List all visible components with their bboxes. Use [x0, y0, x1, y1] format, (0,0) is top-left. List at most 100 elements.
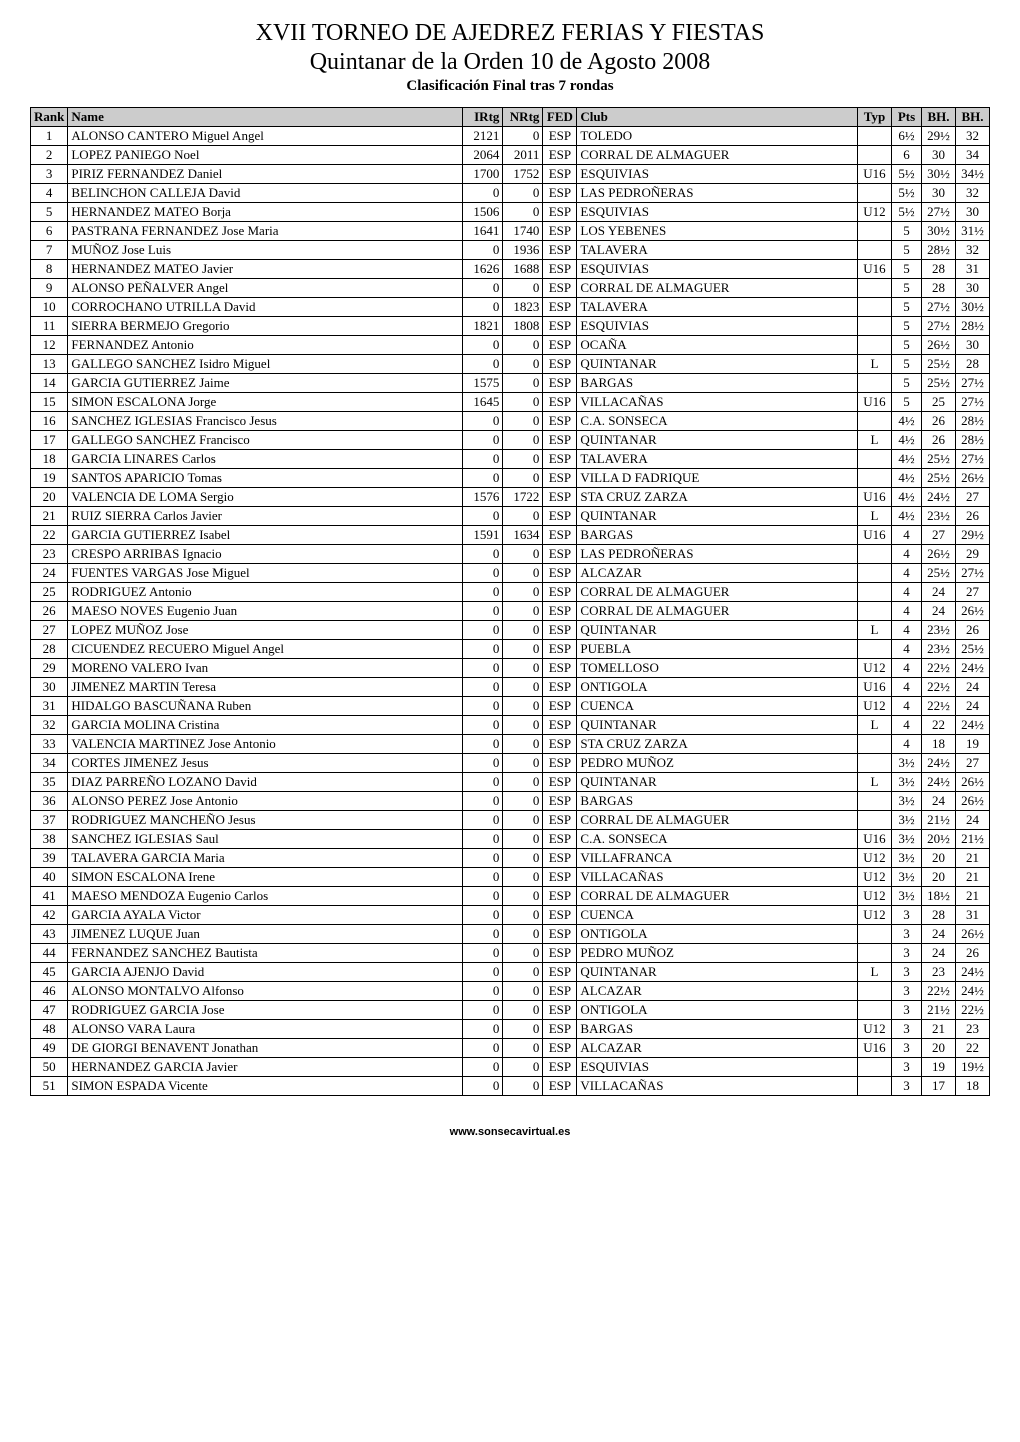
cell-club: TALAVERA — [577, 298, 858, 317]
cell-typ: U16 — [858, 526, 892, 545]
cell-bh2: 27½ — [956, 393, 990, 412]
cell-fed: ESP — [543, 184, 577, 203]
cell-pts: 3½ — [892, 792, 922, 811]
cell-name: DIAZ PARREÑO LOZANO David — [68, 773, 463, 792]
cell-club: ESQUIVIAS — [577, 260, 858, 279]
cell-bh2: 26½ — [956, 773, 990, 792]
cell-name: GARCIA GUTIERREZ Isabel — [68, 526, 463, 545]
cell-bh2: 22 — [956, 1039, 990, 1058]
cell-irtg: 1576 — [463, 488, 503, 507]
cell-irtg: 0 — [463, 982, 503, 1001]
cell-fed: ESP — [543, 241, 577, 260]
table-row: 43JIMENEZ LUQUE Juan00ESPONTIGOLA32426½ — [31, 925, 990, 944]
cell-bh1: 21½ — [922, 1001, 956, 1020]
cell-irtg: 1575 — [463, 374, 503, 393]
cell-irtg: 0 — [463, 1001, 503, 1020]
cell-typ: U16 — [858, 678, 892, 697]
cell-bh1: 24 — [922, 944, 956, 963]
cell-rank: 13 — [31, 355, 68, 374]
table-row: 6PASTRANA FERNANDEZ Jose Maria16411740ES… — [31, 222, 990, 241]
cell-bh1: 30 — [922, 184, 956, 203]
cell-rank: 35 — [31, 773, 68, 792]
cell-rank: 21 — [31, 507, 68, 526]
cell-club: ONTIGOLA — [577, 1001, 858, 1020]
cell-fed: ESP — [543, 545, 577, 564]
cell-irtg: 0 — [463, 412, 503, 431]
cell-bh1: 19 — [922, 1058, 956, 1077]
cell-club: PUEBLA — [577, 640, 858, 659]
cell-rank: 51 — [31, 1077, 68, 1096]
cell-irtg: 1591 — [463, 526, 503, 545]
cell-club: BARGAS — [577, 792, 858, 811]
table-row: 48ALONSO VARA Laura00ESPBARGASU1232123 — [31, 1020, 990, 1039]
cell-name: MAESO MENDOZA Eugenio Carlos — [68, 887, 463, 906]
cell-bh1: 22½ — [922, 659, 956, 678]
cell-irtg: 0 — [463, 830, 503, 849]
cell-typ: U16 — [858, 488, 892, 507]
cell-name: LOPEZ PANIEGO Noel — [68, 146, 463, 165]
cell-name: SIMON ESCALONA Irene — [68, 868, 463, 887]
cell-pts: 4½ — [892, 507, 922, 526]
cell-rank: 28 — [31, 640, 68, 659]
cell-pts: 3 — [892, 1020, 922, 1039]
cell-club: STA CRUZ ZARZA — [577, 735, 858, 754]
cell-club: CORRAL DE ALMAGUER — [577, 811, 858, 830]
cell-rank: 8 — [31, 260, 68, 279]
cell-pts: 3½ — [892, 811, 922, 830]
cell-club: BARGAS — [577, 526, 858, 545]
cell-pts: 5½ — [892, 165, 922, 184]
cell-typ: U16 — [858, 393, 892, 412]
cell-bh2: 27½ — [956, 374, 990, 393]
cell-club: ESQUIVIAS — [577, 317, 858, 336]
cell-rank: 17 — [31, 431, 68, 450]
cell-nrtg: 1823 — [503, 298, 543, 317]
cell-typ — [858, 298, 892, 317]
cell-name: ALONSO PEREZ Jose Antonio — [68, 792, 463, 811]
cell-typ — [858, 279, 892, 298]
cell-bh1: 27½ — [922, 203, 956, 222]
cell-club: ALCAZAR — [577, 564, 858, 583]
cell-bh1: 25½ — [922, 469, 956, 488]
cell-irtg: 0 — [463, 507, 503, 526]
cell-rank: 20 — [31, 488, 68, 507]
cell-nrtg: 0 — [503, 621, 543, 640]
cell-rank: 24 — [31, 564, 68, 583]
col-irtg-header: IRtg — [463, 108, 503, 127]
cell-bh1: 27 — [922, 526, 956, 545]
cell-nrtg: 0 — [503, 1058, 543, 1077]
cell-bh1: 26½ — [922, 336, 956, 355]
cell-name: TALAVERA GARCIA Maria — [68, 849, 463, 868]
cell-bh2: 21 — [956, 887, 990, 906]
cell-name: FERNANDEZ Antonio — [68, 336, 463, 355]
cell-name: JIMENEZ LUQUE Juan — [68, 925, 463, 944]
cell-name: MUÑOZ Jose Luis — [68, 241, 463, 260]
cell-typ: L — [858, 963, 892, 982]
cell-bh2: 24 — [956, 811, 990, 830]
cell-typ — [858, 602, 892, 621]
cell-club: LAS PEDROÑERAS — [577, 184, 858, 203]
cell-pts: 5 — [892, 260, 922, 279]
cell-nrtg: 0 — [503, 849, 543, 868]
cell-rank: 22 — [31, 526, 68, 545]
cell-club: QUINTANAR — [577, 621, 858, 640]
cell-typ — [858, 336, 892, 355]
cell-pts: 4½ — [892, 450, 922, 469]
cell-rank: 14 — [31, 374, 68, 393]
cell-pts: 3½ — [892, 849, 922, 868]
cell-nrtg: 0 — [503, 982, 543, 1001]
cell-bh1: 26 — [922, 431, 956, 450]
cell-bh2: 27 — [956, 754, 990, 773]
cell-irtg: 1506 — [463, 203, 503, 222]
cell-pts: 4 — [892, 678, 922, 697]
cell-club: TALAVERA — [577, 241, 858, 260]
cell-irtg: 0 — [463, 906, 503, 925]
col-name-header: Name — [68, 108, 463, 127]
table-row: 1ALONSO CANTERO Miguel Angel21210ESPTOLE… — [31, 127, 990, 146]
cell-bh2: 23 — [956, 1020, 990, 1039]
cell-irtg: 1626 — [463, 260, 503, 279]
cell-pts: 5½ — [892, 203, 922, 222]
cell-irtg: 0 — [463, 716, 503, 735]
cell-bh1: 18½ — [922, 887, 956, 906]
cell-bh2: 32 — [956, 184, 990, 203]
table-row: 13GALLEGO SANCHEZ Isidro Miguel00ESPQUIN… — [31, 355, 990, 374]
